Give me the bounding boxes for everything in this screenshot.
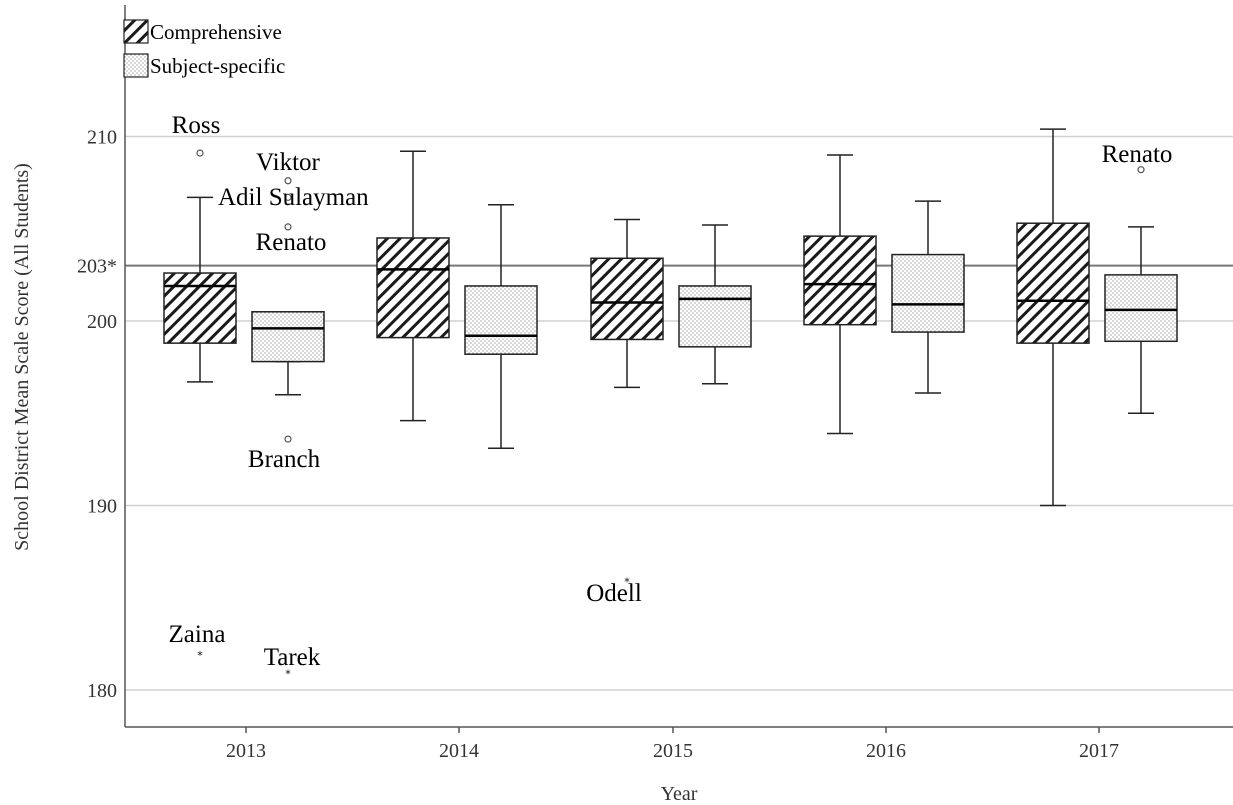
legend-swatch — [123, 53, 149, 78]
box-2013-comprehensive — [163, 196, 237, 383]
outlier-label: Zaina — [169, 621, 226, 648]
outlier-label: Renato — [1102, 141, 1173, 168]
box-2014-subject-specific — [464, 204, 538, 450]
boxes — [163, 128, 1178, 507]
x-tick-label: 2017 — [1079, 740, 1119, 762]
x-axis-title: Year — [661, 783, 698, 805]
legend: Comprehensive Subject-specific — [123, 19, 285, 78]
legend-item-subject-specific: Subject-specific — [123, 53, 285, 78]
y-tick-label: 180 — [87, 680, 117, 702]
outlier-label: Odell — [586, 580, 642, 607]
x-tick-label: 2015 — [653, 740, 693, 762]
y-tick-label: 200 — [87, 311, 117, 333]
gridlines — [125, 135, 1233, 691]
box-iqr — [376, 237, 450, 339]
outlier-point — [1137, 166, 1145, 174]
box-2015-comprehensive — [590, 218, 664, 389]
box-2016-subject-specific — [891, 200, 965, 394]
box-iqr — [590, 257, 664, 341]
y-tick-label: 210 — [87, 127, 117, 149]
x-tick-label: 2013 — [226, 740, 266, 762]
extreme-outlier-point: * — [285, 668, 291, 681]
outlier-point — [284, 435, 292, 443]
box-iqr — [891, 253, 965, 333]
outlier-point — [196, 149, 204, 157]
outlier-label: Branch — [248, 446, 321, 473]
box-iqr — [163, 272, 237, 344]
outlier-point — [284, 223, 292, 231]
outlier-label: Tarek — [264, 644, 321, 671]
box-iqr — [803, 235, 877, 326]
box-2017-comprehensive — [1016, 128, 1090, 507]
legend-label: Subject-specific — [150, 54, 285, 78]
outlier-label: Adil Sulayman — [218, 184, 369, 211]
box-iqr — [678, 285, 752, 348]
y-axis-title: School District Mean Scale Score (All St… — [11, 163, 33, 551]
box-2015-subject-specific — [678, 224, 752, 385]
box-iqr — [464, 285, 538, 355]
y-tick-label: 203* — [77, 256, 117, 278]
x-tick-label: 2016 — [866, 740, 906, 762]
outlier-label: Ross — [172, 112, 221, 139]
outlier-label: Renato — [256, 229, 327, 256]
box-2014-comprehensive — [376, 150, 450, 422]
box-iqr — [1104, 274, 1178, 343]
box-2016-comprehensive — [803, 154, 877, 435]
legend-item-comprehensive: Comprehensive — [123, 19, 282, 44]
legend-label: Comprehensive — [150, 20, 282, 44]
axes: 180 190 200 203* 210 2013 2014 2015 2016 2017 Year… — [11, 5, 1233, 805]
box-2017-subject-specific — [1104, 226, 1178, 414]
outlier-label: Viktor — [256, 149, 320, 176]
outlier-point — [284, 193, 292, 201]
outlier-point — [284, 177, 292, 185]
y-tick-label: 190 — [87, 496, 117, 518]
extreme-outlier-point: * — [197, 649, 203, 662]
box-iqr — [1016, 222, 1090, 344]
extreme-outlier-point: * — [624, 575, 630, 588]
legend-swatch — [123, 19, 149, 44]
box-2013-subject-specific — [251, 311, 325, 396]
x-tick-label: 2014 — [439, 740, 479, 762]
box-iqr — [251, 311, 325, 363]
